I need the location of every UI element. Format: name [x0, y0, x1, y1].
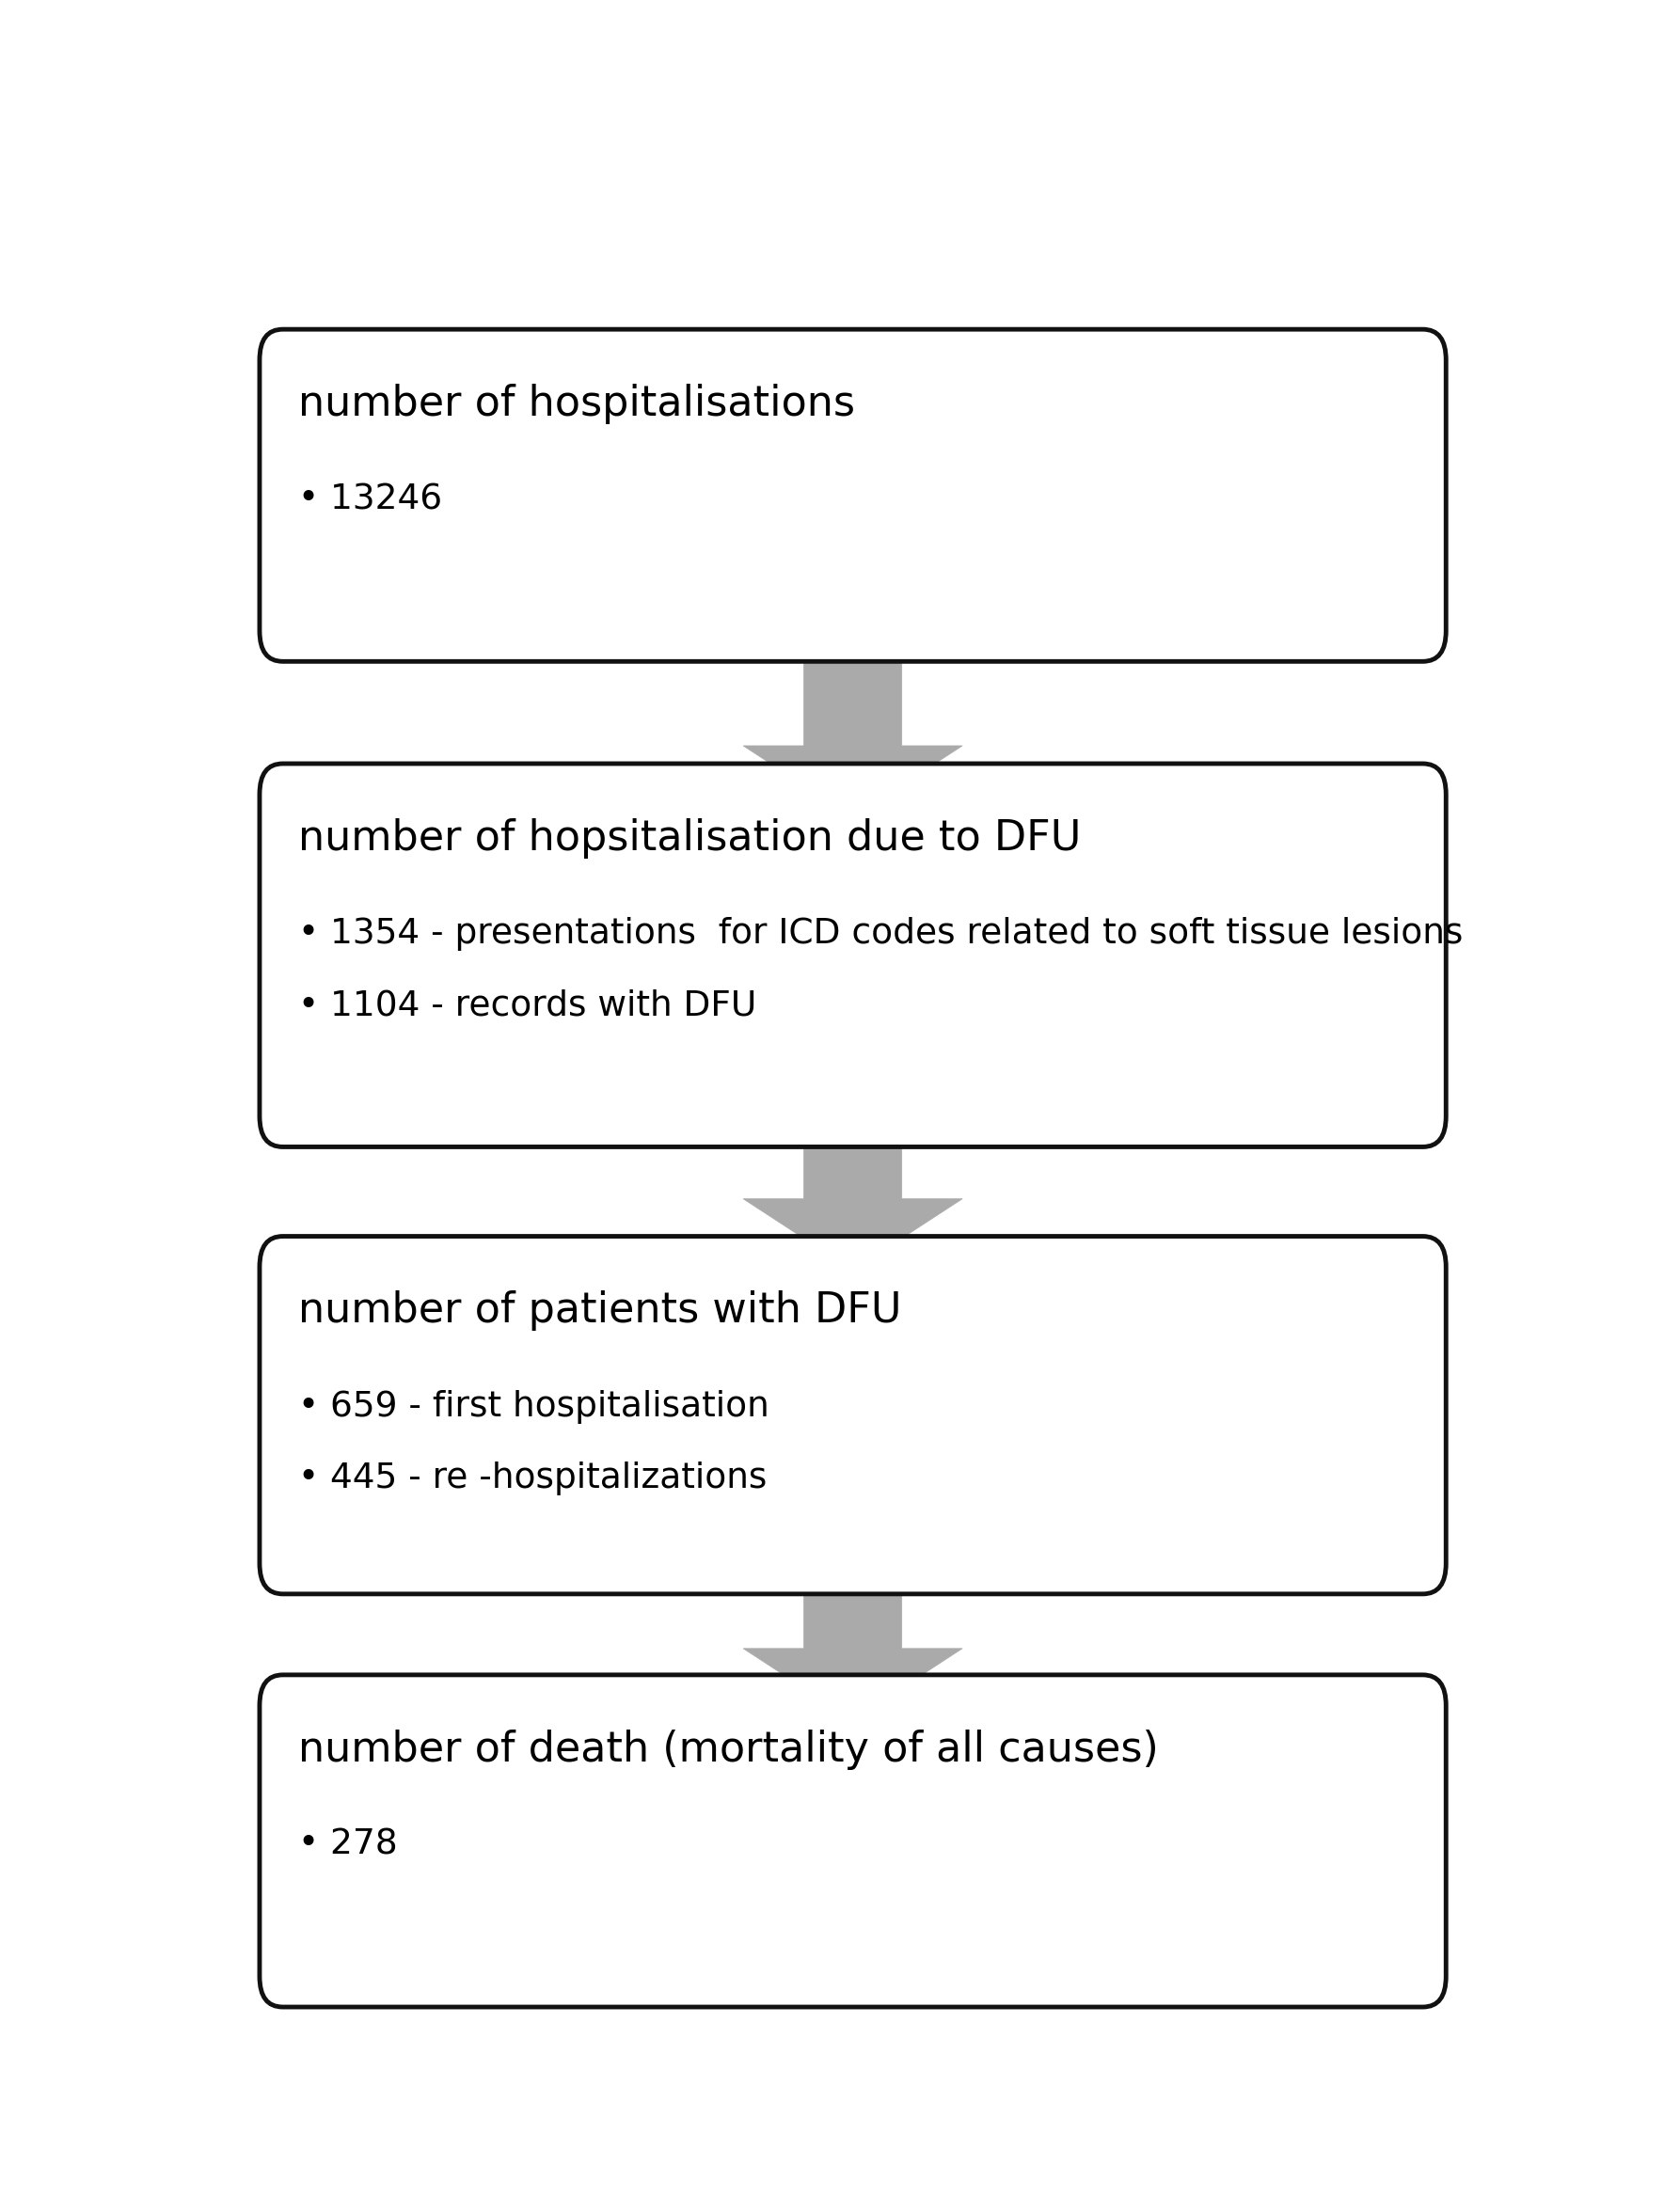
Text: • 1354 - presentations  for ICD codes related to soft tissue lesions: • 1354 - presentations for ICD codes rel… [298, 918, 1463, 951]
Text: • 1104 - records with DFU: • 1104 - records with DFU [298, 989, 757, 1022]
Text: • 278: • 278 [298, 1827, 398, 1863]
Polygon shape [744, 1093, 962, 1270]
Polygon shape [744, 1544, 962, 1721]
FancyBboxPatch shape [260, 1237, 1446, 1595]
Text: number of death (mortality of all causes): number of death (mortality of all causes… [298, 1730, 1158, 1770]
Text: number of patients with DFU: number of patients with DFU [298, 1292, 902, 1332]
FancyBboxPatch shape [260, 1674, 1446, 2006]
Polygon shape [744, 639, 962, 816]
Text: number of hopsitalisation due to DFU: number of hopsitalisation due to DFU [298, 818, 1082, 858]
FancyBboxPatch shape [260, 763, 1446, 1146]
Text: • 659 - first hospitalisation: • 659 - first hospitalisation [298, 1389, 769, 1425]
Text: • 13246: • 13246 [298, 482, 443, 515]
Text: number of hospitalisations: number of hospitalisations [298, 385, 855, 425]
FancyBboxPatch shape [260, 330, 1446, 661]
Text: • 445 - re -hospitalizations: • 445 - re -hospitalizations [298, 1462, 767, 1495]
